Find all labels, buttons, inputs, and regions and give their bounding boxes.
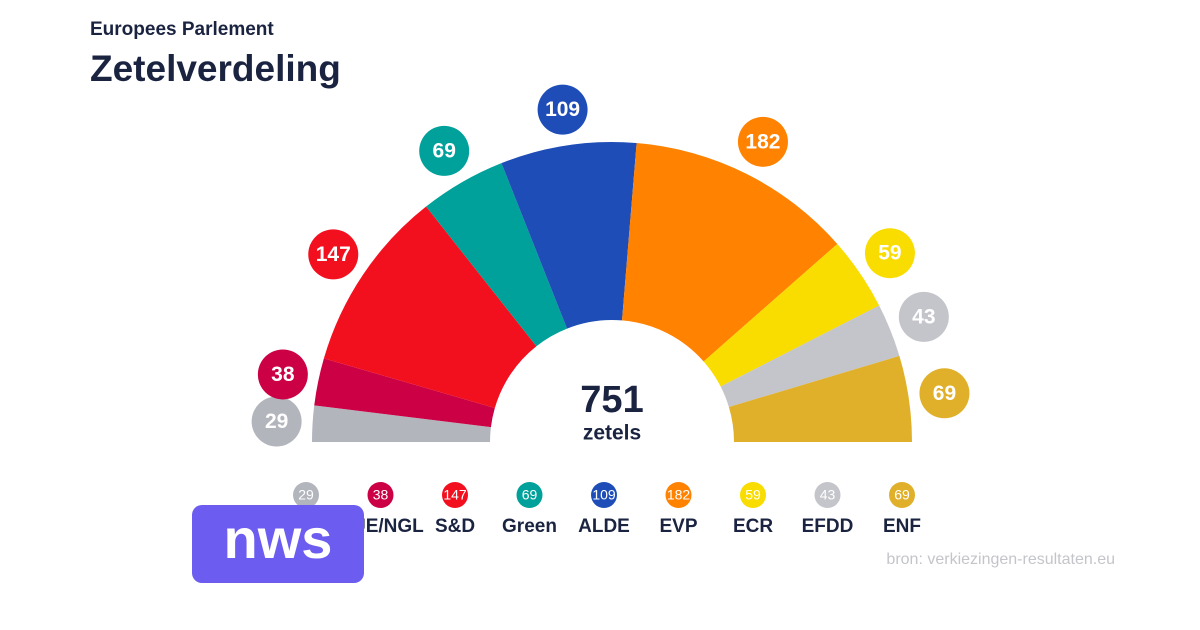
value-label: 69: [933, 382, 956, 405]
legend-dot: [442, 482, 468, 508]
legend-label: ALDE: [578, 516, 630, 537]
value-bubble: [537, 84, 588, 135]
seat-segment: [314, 358, 495, 428]
total-label: zetels: [583, 422, 641, 445]
legend-dot: [591, 482, 617, 508]
legend-label: EFDD: [802, 516, 854, 537]
value-label: 182: [745, 130, 780, 153]
value-label: 59: [878, 242, 901, 265]
legend-value: 69: [522, 487, 538, 503]
value-label: 147: [316, 243, 351, 266]
value-bubble: [898, 291, 949, 342]
legend-value: 182: [667, 487, 691, 503]
legend-value: 43: [820, 487, 836, 503]
arcs: 29 38 147 69 109 182 59 43 69: [251, 84, 970, 447]
legend-value: 38: [373, 487, 389, 503]
legend-dot: [889, 482, 915, 508]
legend: 29 38GUE/NGL147S&D69Green109ALDE182EVP59E…: [293, 482, 921, 537]
seat-segment: [720, 305, 900, 408]
seat-segment: [426, 163, 568, 347]
legend-dot: [516, 482, 543, 508]
legend-value: 147: [443, 487, 467, 503]
value-bubble: [419, 125, 470, 176]
legend-label: Green: [502, 516, 557, 537]
value-bubble: [257, 349, 308, 400]
value-label: 69: [433, 139, 456, 162]
value-bubble: [251, 396, 302, 447]
legend-dot: [293, 482, 319, 508]
seat-segment: [323, 206, 537, 408]
value-bubble: [308, 229, 359, 280]
value-bubble: [919, 368, 970, 419]
legend-dot: [367, 482, 394, 508]
legend-label: S&D: [435, 516, 475, 537]
seat-segment: [501, 142, 637, 329]
legend-value: 59: [745, 487, 761, 503]
logo-box: [192, 505, 364, 583]
logo: nws: [224, 507, 333, 570]
seat-segment: [703, 243, 880, 387]
legend-value: 69: [894, 487, 910, 503]
legend-value: 29: [298, 487, 314, 503]
legend-dot: [740, 482, 766, 508]
value-bubble: [864, 228, 915, 279]
value-label: 109: [545, 98, 580, 121]
seat-segment: [728, 355, 912, 442]
value-bubble: [737, 116, 788, 167]
value-label: 43: [912, 305, 935, 328]
legend-dot: [814, 482, 841, 508]
total-value: 751: [580, 379, 643, 421]
value-label: 38: [271, 363, 295, 386]
legend-value: 109: [592, 487, 616, 503]
seat-segment: [622, 143, 838, 362]
legend-dot: [665, 482, 692, 508]
source: bron: verkiezingen-resultaten.eu: [886, 551, 1115, 568]
legend-label: ENF: [883, 516, 921, 537]
chart-title: Zetelverdeling: [90, 48, 341, 89]
value-label: 29: [265, 410, 288, 433]
legend-label: EVP: [659, 516, 697, 537]
seat-segment: [312, 405, 491, 442]
legend-label: ECR: [733, 516, 773, 537]
chart-subtitle: Europees Parlement: [90, 19, 274, 40]
